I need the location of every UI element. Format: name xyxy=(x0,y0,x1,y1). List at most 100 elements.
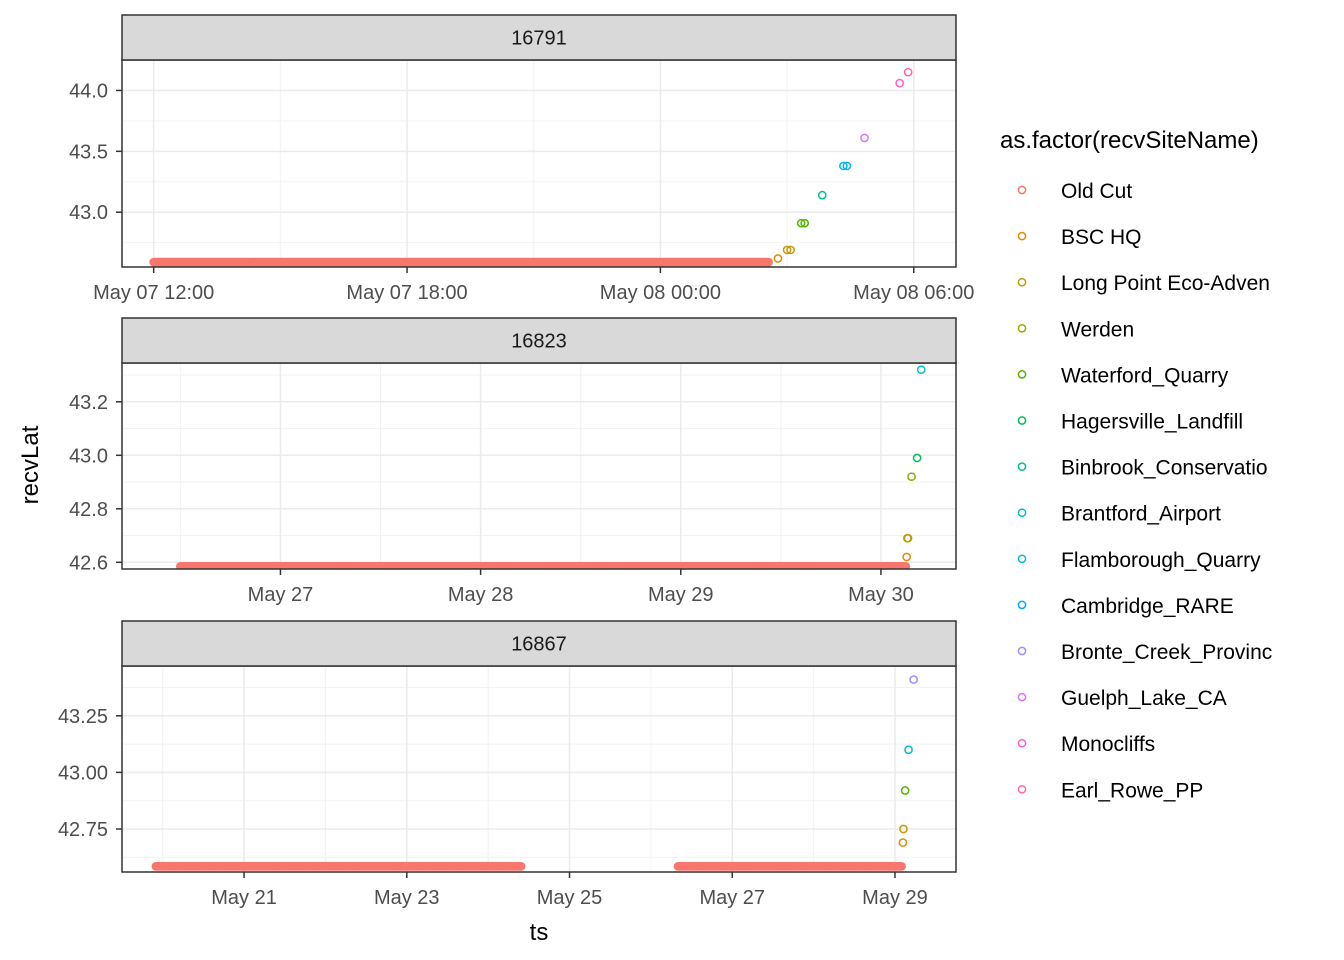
x-tick-label: May 07 12:00 xyxy=(93,282,214,304)
legend-entry: Bronte_Creek_Provinc xyxy=(1017,641,1272,664)
x-tick-label: May 23 xyxy=(374,887,440,909)
x-tick-label: May 29 xyxy=(862,887,928,909)
legend-key xyxy=(1017,462,1027,471)
legend-key xyxy=(1017,600,1027,610)
legend-label: Guelph_Lake_CA xyxy=(1061,687,1227,710)
legend-entry: Long Point Eco-Adven xyxy=(1017,272,1270,295)
legend-key xyxy=(1017,416,1027,425)
legend-label: Bronte_Creek_Provinc xyxy=(1061,641,1272,664)
legend-key xyxy=(1017,231,1027,241)
data-point xyxy=(903,67,913,77)
x-tick-label: May 27 xyxy=(699,887,765,909)
legend-key xyxy=(1017,692,1027,702)
legend-label: Brantford_Airport xyxy=(1061,503,1221,526)
data-point xyxy=(860,133,869,143)
legend-label: Werden xyxy=(1061,318,1134,341)
legend-label: Waterford_Quarry xyxy=(1061,364,1229,387)
y-tick-label: 43.5 xyxy=(69,141,108,163)
legend-label: Long Point Eco-Adven xyxy=(1061,272,1270,295)
y-axis-title: recvLat xyxy=(17,425,44,504)
legend-entry: Binbrook_Conservatio xyxy=(1017,457,1268,480)
legend-entries: Old Cut BSC HQ Long Point Eco-Adven Werden W… xyxy=(1017,180,1272,802)
y-tick-label: 43.0 xyxy=(69,445,108,467)
facet-panel-16867: 16867 May 21 May 23 May 25 May 27 May 29 42.75… xyxy=(58,620,957,909)
legend-entry: Guelph_Lake_CA xyxy=(1017,687,1227,710)
x-tick-label: May 07 18:00 xyxy=(346,282,467,304)
legend-entry: Flamborough_Quarry xyxy=(1017,549,1261,572)
data-point xyxy=(916,365,926,375)
legend-entry: Brantford_Airport xyxy=(1017,503,1221,526)
data-point xyxy=(796,218,806,228)
data-point xyxy=(897,861,906,871)
data-point xyxy=(773,254,783,263)
legend-key xyxy=(1017,554,1027,564)
x-tick-label: May 08 06:00 xyxy=(853,282,974,304)
legend-key xyxy=(1017,646,1027,656)
y-tick-label: 43.2 xyxy=(69,392,108,414)
facet-strip-label: 16791 xyxy=(511,28,567,50)
facet-strip-label: 16867 xyxy=(511,634,567,656)
data-point xyxy=(907,472,916,482)
facet-panel-16791: 16791 May 07 12:00 May 07 18:00 May 08 00:0… xyxy=(69,14,974,304)
data-point xyxy=(842,161,852,171)
facet-strip xyxy=(121,620,957,667)
legend-entry: Earl_Rowe_PP xyxy=(1017,779,1203,802)
plot-background xyxy=(122,666,956,872)
x-axis-title: ts xyxy=(530,919,549,946)
plot-background xyxy=(122,363,956,569)
plot-background xyxy=(122,60,956,267)
legend-entry: Old Cut xyxy=(1017,180,1132,203)
legend-entry: Monocliffs xyxy=(1017,733,1155,756)
legend-title: as.factor(recvSiteName) xyxy=(1000,127,1259,154)
legend-label: Earl_Rowe_PP xyxy=(1061,779,1203,802)
legend-key xyxy=(1017,508,1027,518)
data-point xyxy=(912,453,922,463)
data-run-old-cut xyxy=(673,861,906,871)
data-point xyxy=(902,552,912,562)
x-tick-label: May 29 xyxy=(648,584,714,606)
legend-label: Old Cut xyxy=(1061,180,1132,203)
legend-entry: Cambridge_RARE xyxy=(1017,595,1234,618)
x-tick-label: May 27 xyxy=(248,584,314,606)
y-tick-label: 43.00 xyxy=(58,762,108,784)
data-point xyxy=(786,245,795,255)
data-run-old-cut xyxy=(176,561,911,569)
legend: as.factor(recvSiteName) Old Cut BSC HQ Lon… xyxy=(1000,127,1272,802)
facet-strip-label: 16823 xyxy=(511,331,567,353)
legend-entry: Waterford_Quarry xyxy=(1017,364,1229,387)
legend-label: Binbrook_Conservatio xyxy=(1061,457,1268,480)
data-point xyxy=(800,218,810,228)
legend-entry: Werden xyxy=(1017,318,1134,341)
y-tick-label: 43.0 xyxy=(69,202,108,224)
legend-key xyxy=(1017,738,1027,748)
legend-label: Hagersville_Landfill xyxy=(1061,411,1243,434)
data-point xyxy=(904,745,913,755)
facet-panels: 16791 May 07 12:00 May 07 18:00 May 08 00:0… xyxy=(58,14,974,909)
data-point xyxy=(900,786,910,795)
legend-entry: BSC HQ xyxy=(1017,226,1142,249)
data-point xyxy=(909,675,918,684)
y-tick-label: 43.25 xyxy=(58,706,108,728)
data-run-old-cut xyxy=(149,257,773,267)
legend-label: Monocliffs xyxy=(1061,733,1155,756)
x-tick-label: May 21 xyxy=(211,887,277,909)
panel-data xyxy=(151,675,918,871)
data-point xyxy=(901,561,911,569)
data-point xyxy=(895,78,905,88)
panel-data xyxy=(176,365,926,569)
x-tick-label: May 28 xyxy=(448,584,514,606)
facet-panel-16823: 16823 May 27 May 28 May 29 May 30 42.6 42.8 43.… xyxy=(69,317,957,606)
x-tick-label: May 08 00:00 xyxy=(600,282,721,304)
data-point xyxy=(516,861,526,871)
legend-key xyxy=(1017,277,1027,287)
x-tick-label: May 25 xyxy=(537,887,603,909)
legend-label: BSC HQ xyxy=(1061,226,1142,249)
y-tick-label: 44.0 xyxy=(69,80,108,102)
legend-key xyxy=(1017,185,1027,195)
data-point xyxy=(764,257,773,267)
legend-key xyxy=(1017,370,1027,379)
legend-label: Flamborough_Quarry xyxy=(1061,549,1261,572)
legend-key xyxy=(1017,323,1027,333)
facet-strip xyxy=(121,317,957,364)
